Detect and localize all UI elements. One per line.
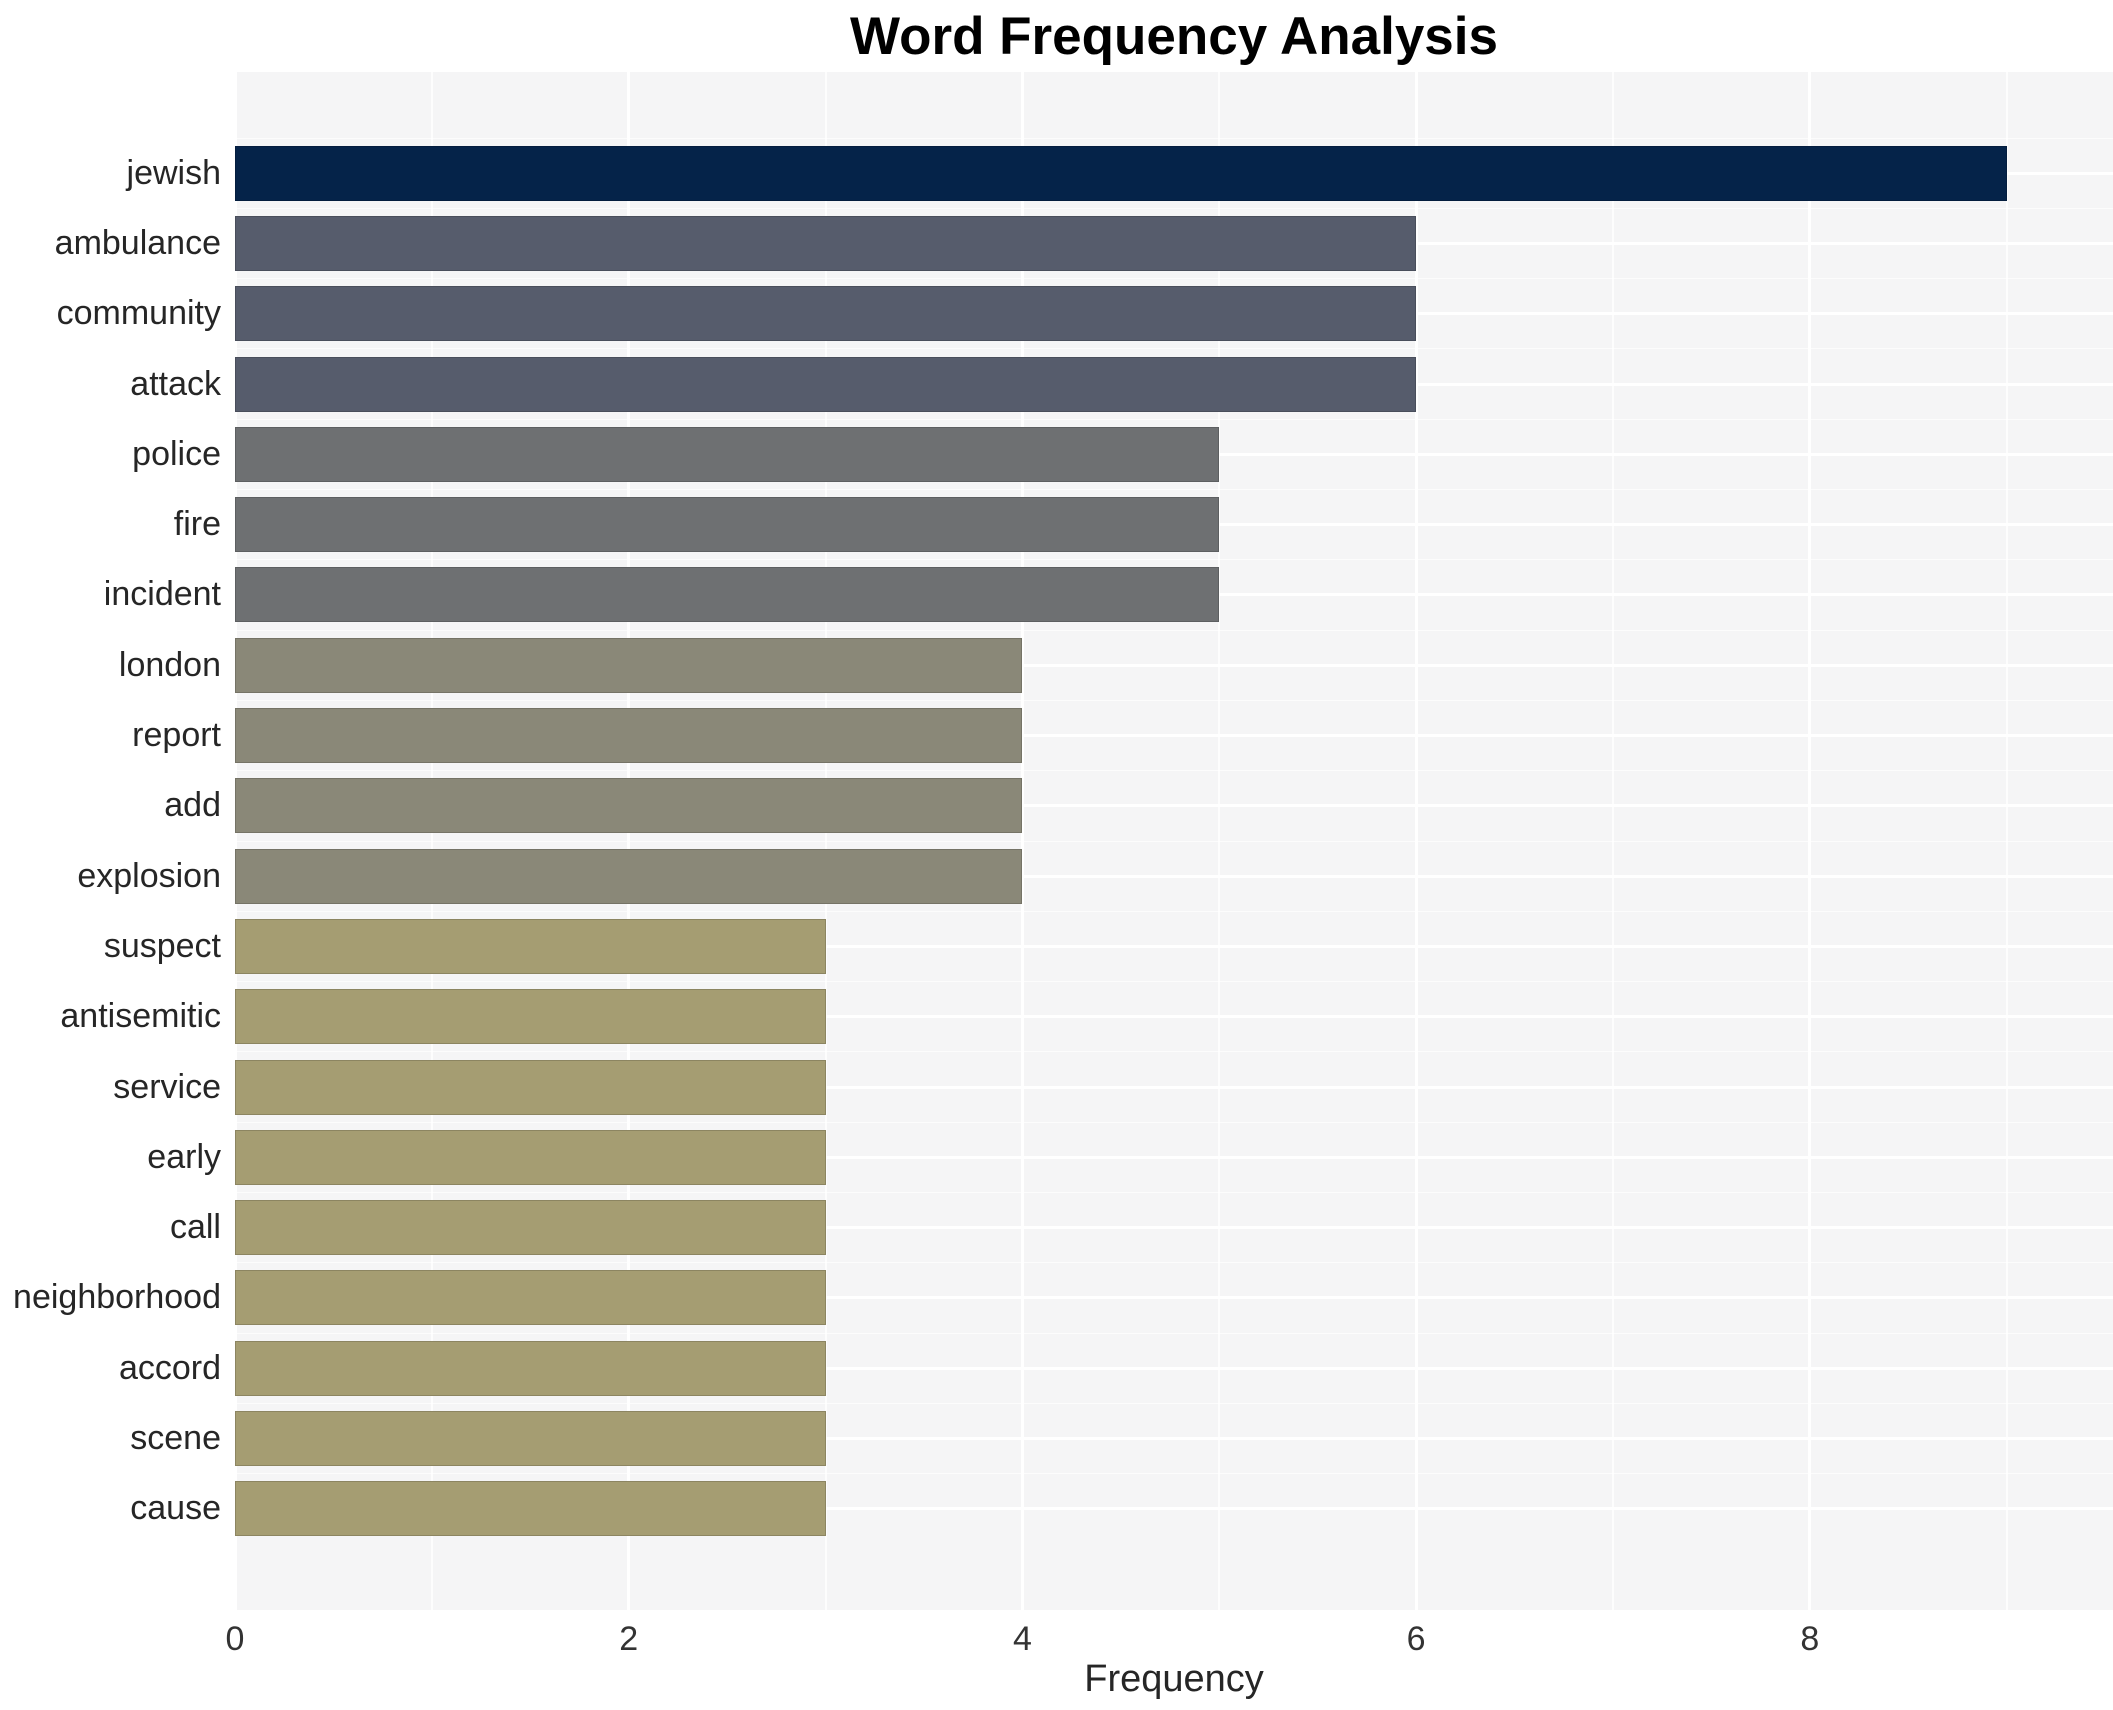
gridline-row-minor-16 (235, 1262, 2113, 1264)
gridline-row-7 (235, 663, 2113, 667)
gridline-row-minor-15 (235, 1192, 2113, 1193)
xtick-0: 0 (225, 1620, 245, 1658)
gridline-row-minor-9 (235, 770, 2113, 772)
gridline-row-minor-6 (235, 559, 2113, 561)
bar-jewish (235, 145, 2007, 201)
gridline-row-minor-13 (235, 1051, 2113, 1053)
gridline-row-17 (235, 1366, 2113, 1370)
ylabel-explosion: explosion (77, 856, 221, 895)
ylabel-scene: scene (130, 1419, 221, 1458)
bar-antisemitic (235, 989, 826, 1045)
gridline-row-9 (235, 804, 2113, 808)
gridline-row-minor-17 (235, 1332, 2113, 1334)
gridline-row-minor-1 (235, 207, 2113, 209)
bar-attack (235, 356, 1417, 412)
bar-police (235, 426, 1220, 482)
x-axis-title: Frequency (1084, 1658, 1264, 1700)
gridline-row-minor-0 (235, 137, 2113, 139)
bar-community (235, 286, 1417, 342)
gridline-row-14 (235, 1155, 2113, 1159)
bar-london (235, 637, 1023, 693)
ylabel-incident: incident (103, 575, 221, 614)
bar-add (235, 778, 1023, 834)
chart-title: Word Frequency Analysis (850, 7, 1498, 66)
ylabel-cause: cause (130, 1489, 221, 1528)
ylabel-service: service (113, 1067, 221, 1106)
gridline-row-minor-18 (235, 1402, 2113, 1404)
gridline-row-10 (235, 874, 2113, 878)
ylabel-early: early (147, 1137, 221, 1176)
gridline-row-minor-8 (235, 699, 2113, 701)
bar-early (235, 1129, 826, 1185)
plot-panel (233, 72, 2113, 1610)
ylabel-report: report (132, 716, 221, 755)
bar-explosion (235, 848, 1023, 904)
gridline-row-19 (235, 1507, 2113, 1511)
gridline-row-11 (235, 944, 2113, 948)
gridline-row-minor-3 (235, 348, 2113, 350)
gridline-row-minor-5 (235, 489, 2113, 490)
ylabel-suspect: suspect (103, 926, 221, 965)
ylabel-call: call (169, 1208, 221, 1247)
gridline-row-minor-4 (235, 418, 2113, 420)
bar-service (235, 1059, 826, 1115)
ylabel-ambulance: ambulance (54, 223, 221, 262)
gridline-row-minor-2 (235, 278, 2113, 280)
gridline-row-minor-10 (235, 840, 2113, 842)
xtick-4: 4 (1012, 1620, 1032, 1658)
xtick-8: 8 (1800, 1620, 1820, 1658)
gridline-row-minor-14 (235, 1121, 2113, 1123)
bar-neighborhood (235, 1270, 826, 1326)
ylabel-london: london (118, 645, 221, 684)
gridline-row-minor-19 (235, 1473, 2113, 1475)
ylabel-community: community (56, 294, 221, 333)
ylabel-neighborhood: neighborhood (13, 1278, 221, 1317)
bar-suspect (235, 918, 826, 974)
gridline-row-13 (235, 1085, 2113, 1089)
bar-report (235, 708, 1023, 764)
bar-scene (235, 1411, 826, 1467)
ylabel-police: police (132, 434, 221, 473)
gridline-row-16 (235, 1296, 2113, 1300)
gridline-row-minor-11 (235, 910, 2113, 912)
bar-incident (235, 567, 1220, 623)
xtick-6: 6 (1406, 1620, 1426, 1658)
ylabel-add: add (164, 786, 221, 825)
bar-accord (235, 1340, 826, 1396)
ylabel-fire: fire (173, 505, 221, 544)
gridline-row-minor-12 (235, 981, 2113, 983)
ylabel-accord: accord (118, 1348, 221, 1387)
gridline-row-12 (235, 1015, 2113, 1019)
bar-cause (235, 1481, 826, 1537)
ylabel-attack: attack (130, 364, 221, 403)
bar-fire (235, 497, 1220, 553)
gridline-row-18 (235, 1437, 2113, 1441)
ylabel-jewish: jewish (126, 153, 221, 192)
gridline-row-15 (235, 1226, 2113, 1230)
xtick-2: 2 (619, 1620, 639, 1658)
bar-call (235, 1200, 826, 1256)
gridline-row-8 (235, 734, 2113, 738)
ylabel-antisemitic: antisemitic (60, 997, 221, 1036)
gridline-row-minor-7 (235, 629, 2113, 631)
bar-ambulance (235, 215, 1417, 271)
